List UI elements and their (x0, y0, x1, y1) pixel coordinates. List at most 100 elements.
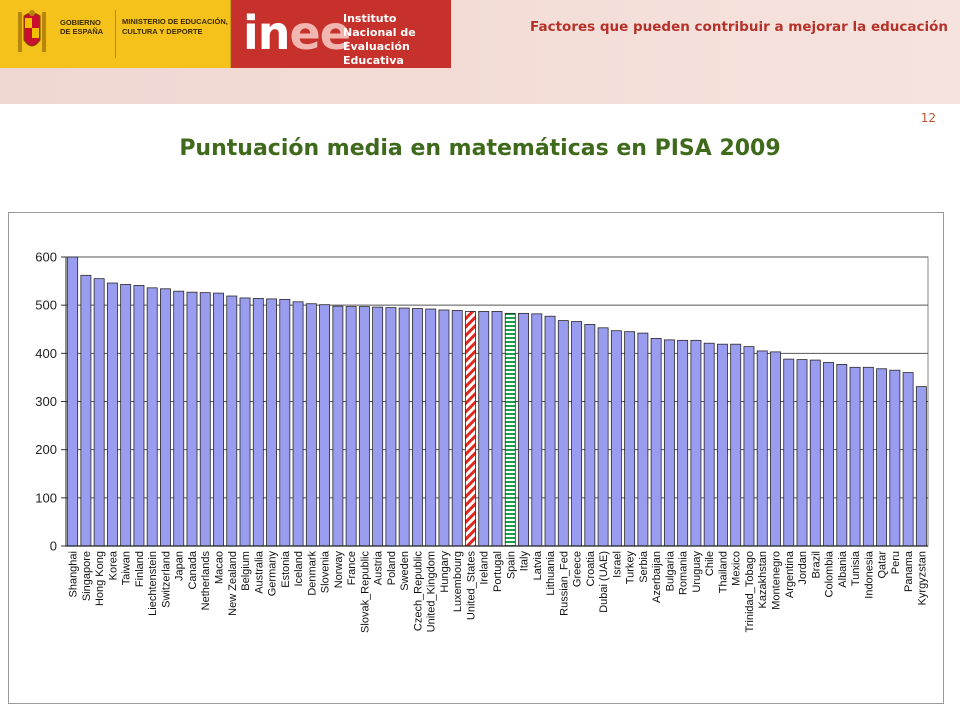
x-tick-label: Qatar (877, 551, 889, 579)
x-tick-label: Bulgaria (664, 550, 676, 591)
bar (663, 339, 675, 547)
bar (557, 320, 569, 547)
bar (730, 343, 742, 547)
x-tick-label: Uruguay (691, 551, 703, 593)
x-tick-label: Kyrgyzstan (916, 551, 928, 605)
bar (239, 297, 251, 547)
bar (677, 339, 689, 547)
ministry-label: MINISTERIO DE EDUCACIÓN, CULTURA Y DEPOR… (122, 17, 228, 36)
bar (279, 298, 291, 547)
x-tick-label: Italy (519, 551, 531, 572)
x-tick-label: Iceland (293, 551, 305, 586)
page-number: 12 (920, 111, 936, 125)
bar (743, 346, 755, 547)
x-tick-label: Montenegro (770, 551, 782, 610)
x-tick-label: Canada (187, 550, 199, 589)
x-tick-label: Ireland (479, 551, 491, 585)
bar (106, 282, 118, 547)
bar (756, 350, 768, 547)
bar (823, 362, 834, 547)
bar-chart: 0 100 200 300 400 500 600 Shanghai Singapore Hong… (35, 250, 929, 633)
bar (809, 359, 821, 547)
bar (345, 306, 357, 547)
x-tick-label: Slovak_Republic (359, 551, 371, 633)
bar (902, 372, 914, 547)
bar (425, 308, 437, 547)
bar (332, 305, 344, 547)
x-tick-label: Germany (267, 551, 279, 597)
y-tick-label: 500 (35, 298, 57, 313)
bar (518, 312, 529, 547)
x-tick-label: Singapore (81, 551, 93, 601)
bar (358, 306, 370, 547)
inee-logo-block: inee Instituto Nacional de Evaluación Ed… (231, 0, 451, 68)
x-tick-label: United_States (465, 551, 477, 621)
x-tick-label: Colombia (824, 550, 836, 597)
x-tick-label: Indonesia (863, 550, 875, 599)
bar (637, 332, 649, 547)
x-tick-label: Switzerland (160, 551, 172, 608)
bar-highlight-spain (504, 312, 516, 547)
bar (226, 295, 238, 547)
y-tick-label: 400 (35, 346, 57, 361)
bar (531, 313, 543, 547)
bar (292, 301, 304, 547)
x-tick-label: Spain (505, 551, 517, 579)
x-tick-label: Estonia (280, 550, 292, 588)
bar (544, 315, 556, 547)
x-tick-label: Austria (373, 550, 385, 585)
y-tick-label: 300 (35, 394, 57, 409)
bar (372, 306, 384, 547)
x-tick-label: Croatia (585, 550, 597, 586)
x-tick-label: Belgium (240, 551, 252, 591)
x-tick-label: Macao (214, 551, 226, 584)
bar (438, 309, 450, 547)
header-title: Factores que pueden contribuir a mejorar… (530, 19, 948, 35)
bar (133, 285, 145, 547)
x-tick-label: Russian_Fed (558, 551, 570, 616)
bar (836, 364, 848, 547)
x-tick-label: Japan (174, 551, 186, 581)
x-tick-label: Mexico (731, 551, 743, 586)
x-tick-label: Finland (134, 551, 146, 587)
bar (796, 359, 808, 547)
slide-title: Puntuación media en matemáticas en PISA … (179, 136, 781, 161)
bar (610, 330, 622, 547)
x-tick-label: France (346, 551, 358, 585)
x-tick-label: Romania (678, 550, 690, 595)
x-tick-label: Trinidad_Tobago (744, 551, 756, 633)
bar (571, 321, 583, 547)
government-label: GOBIERNO DE ESPAÑA (60, 18, 104, 36)
x-tick-label: Czech_Republic (412, 551, 424, 632)
bar (597, 327, 609, 547)
x-tick-label: Chile (704, 551, 716, 576)
bar (915, 386, 927, 547)
chart-frame: 0 100 200 300 400 500 600 Shanghai Singapore Hong… (8, 212, 944, 704)
x-tick-label: Sweden (399, 551, 411, 591)
y-tick-label: 0 (50, 539, 57, 554)
x-tick-label: Serbia (638, 550, 650, 583)
x-tick-label: Lithuania (545, 550, 557, 596)
x-tick-label: Jordan (797, 551, 809, 585)
x-tick-label: Shanghai (68, 551, 80, 598)
x-tick-label: Netherlands (200, 551, 212, 611)
header-bar: GOBIERNO DE ESPAÑA MINISTERIO DE EDUCACI… (0, 0, 960, 104)
bar (491, 311, 503, 547)
x-tick-label: Tunisia (850, 550, 862, 586)
x-tick-label: United_Kingdom (426, 551, 438, 632)
x-tick-label: Latvia (532, 550, 544, 580)
x-tick-label: Luxembourg (452, 551, 464, 612)
x-tick-label: Slovenia (320, 550, 332, 593)
bar (650, 338, 662, 547)
x-tick-label: Taiwan (121, 551, 133, 585)
y-tick-label: 200 (35, 442, 57, 457)
x-tick-label: Azerbaijan (651, 551, 663, 603)
x-tick-label: Turkey (625, 551, 637, 585)
x-tick-label: New Zealand (227, 551, 239, 616)
x-tick-label: Hong Kong (94, 551, 106, 606)
bar (849, 366, 861, 547)
bar (80, 274, 92, 547)
x-tick-label: Portugal (492, 551, 504, 592)
x-tick-label: Kazakhstan (757, 551, 769, 608)
x-tick-label: Hungary (439, 551, 451, 593)
